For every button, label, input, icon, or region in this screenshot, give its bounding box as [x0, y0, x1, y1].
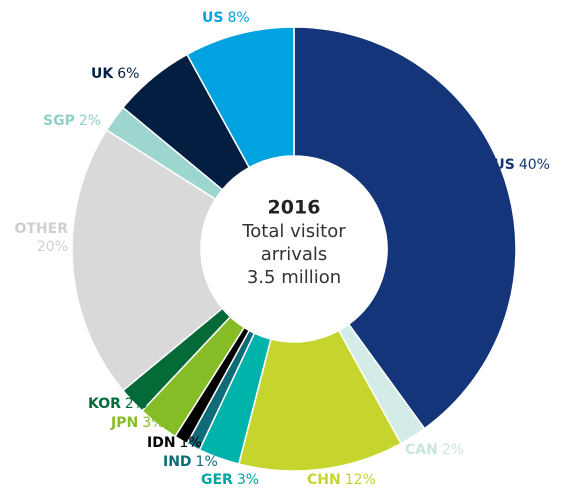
segment-label: CHN 12% [307, 472, 376, 488]
category-name: IDN [147, 435, 176, 451]
category-name: US [202, 10, 223, 26]
value-label: 2% [125, 396, 147, 412]
category-name: UK [91, 66, 114, 82]
segment-label: SGP 2% [43, 113, 101, 129]
category-name: KOR [88, 396, 121, 412]
segment-label: KOR 2% [88, 396, 147, 412]
segment-label: JPN 3% [110, 415, 164, 431]
value-label: 8% [227, 10, 249, 26]
segment-label: CAN 2% [405, 442, 464, 458]
value-label: 1% [196, 454, 218, 470]
center-line: 3.5 million [247, 267, 341, 288]
value-label: 20% [37, 239, 68, 255]
value-label: 2% [442, 442, 464, 458]
value-label: 6% [117, 66, 139, 82]
category-name: CAN [405, 442, 438, 458]
value-label: 3% [142, 415, 164, 431]
segment-label: AUS 40% [483, 157, 550, 173]
segment-label: IDN 1% [147, 435, 202, 451]
segment-label: US 8% [202, 10, 250, 26]
category-name: AUS [483, 157, 515, 173]
value-label: 3% [237, 472, 259, 488]
center-title: 2016 [268, 197, 321, 219]
center-line: Total visitor [241, 221, 346, 242]
category-name: IND [163, 454, 192, 470]
segment-label: GER 3% [201, 472, 259, 488]
segment-label: IND 1% [163, 454, 218, 470]
category-name: SGP [43, 113, 75, 129]
category-name: GER [201, 472, 233, 488]
donut-segment [186, 26, 295, 169]
segment-label: UK 6% [91, 66, 139, 82]
donut-segment [237, 329, 402, 472]
category-name: JPN [110, 415, 138, 431]
donut-segment [71, 129, 224, 392]
category-name: CHN [307, 472, 341, 488]
value-label: 40% [519, 157, 550, 173]
value-label: 12% [345, 472, 376, 488]
donut-segment [293, 26, 517, 430]
category-name: OTHER [14, 221, 68, 237]
center-line: arrivals [261, 244, 328, 265]
value-label: 2% [79, 113, 101, 129]
value-label: 1% [180, 435, 202, 451]
